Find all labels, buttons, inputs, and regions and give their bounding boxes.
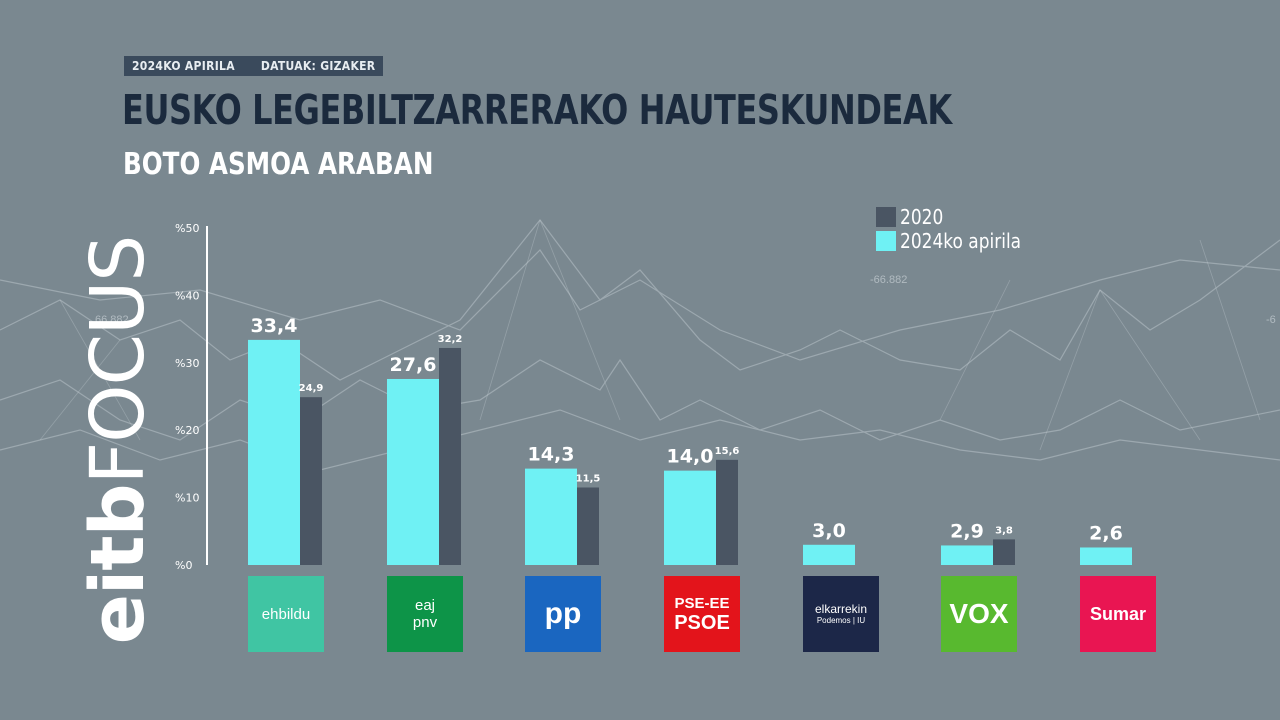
logo-text: Sumar xyxy=(1089,604,1147,624)
vox-logo: VOX xyxy=(941,576,1017,652)
sumar-logo: Sumar xyxy=(1080,576,1156,652)
bg-ticker-1: 66.882 xyxy=(95,314,129,326)
bar-2020-vox xyxy=(993,539,1015,565)
logo-text: ehbildu xyxy=(261,605,311,623)
y-tick-label: %50 xyxy=(175,222,199,235)
bar-2024-vox xyxy=(941,545,993,565)
value-label-2020-eaj-pnv: 32,2 xyxy=(438,334,463,345)
logo-text: pp xyxy=(544,597,582,630)
legend-label-2020: 2020 xyxy=(900,205,944,229)
logo-text: Podemos | IU xyxy=(816,616,866,625)
legend-swatch-2024 xyxy=(876,231,896,251)
ehbildu-logo: ehbildu xyxy=(248,576,324,652)
bar-2020-ehbildu xyxy=(300,397,322,565)
logo-text: PSOE xyxy=(674,611,730,634)
eaj-pnv-logo: eaj pnv xyxy=(387,576,463,652)
logo-text: eaj xyxy=(414,597,436,614)
date-tag: 2024KO APIRILA xyxy=(132,59,235,73)
bar-2020-eaj-pnv xyxy=(439,347,461,565)
bar-2024-ehbildu xyxy=(248,339,300,565)
y-tick-label: %30 xyxy=(175,357,199,370)
y-tick-label: %10 xyxy=(175,492,199,505)
bar-2024-eaj-pnv xyxy=(387,378,439,565)
bar-2024-sumar xyxy=(1080,547,1132,565)
logo-text: VOX xyxy=(949,598,1009,629)
y-tick-label: %40 xyxy=(175,289,199,302)
elkarrekin-podemos-logo: elkarrekin Podemos | IU xyxy=(803,576,879,652)
value-label-2024-pp: 14,3 xyxy=(528,444,575,466)
value-label-2020-ehbildu: 24,9 xyxy=(299,383,324,394)
bar-2024-pp xyxy=(525,468,577,565)
bar-2020-pse-ee-psoe xyxy=(716,459,738,565)
value-label-2024-elkarrekin-podemos: 3,0 xyxy=(812,520,846,542)
bar-2024-elkarrekin-podemos xyxy=(803,544,855,565)
value-label-2024-vox: 2,9 xyxy=(950,520,984,542)
pse-psoe-logo: PSE-EE PSOE xyxy=(664,576,740,652)
logo-text: PSE-EE xyxy=(674,594,730,612)
info-tag: 2024KO APIRILA DATUAK: GIZAKER xyxy=(124,56,384,76)
bar-2020-pp xyxy=(577,487,599,565)
y-tick-label: %20 xyxy=(175,424,199,437)
legend-item-2024: 2024ko apirila xyxy=(876,229,1042,253)
value-label-2020-pp: 11,5 xyxy=(576,473,601,484)
chart-legend: 2020 2024ko apirila xyxy=(876,205,1042,253)
value-label-2024-pse-ee-psoe: 14,0 xyxy=(667,446,714,468)
bar-2024-pse-ee-psoe xyxy=(664,470,716,565)
value-label-2020-vox: 3,8 xyxy=(995,525,1013,536)
value-label-2020-pse-ee-psoe: 15,6 xyxy=(715,446,740,457)
bg-ticker-3: -6 xyxy=(1266,314,1276,326)
pp-logo: pp xyxy=(525,576,601,652)
logo-text: pnv xyxy=(412,614,438,631)
legend-swatch-2020 xyxy=(876,207,896,227)
value-label-2024-eaj-pnv: 27,6 xyxy=(390,354,437,376)
legend-label-2024: 2024ko apirila xyxy=(900,229,1022,253)
logo-text: elkarrekin xyxy=(814,602,868,616)
y-tick-label: %0 xyxy=(175,559,192,572)
source-tag: DATUAK: GIZAKER xyxy=(260,59,376,73)
value-label-2024-sumar: 2,6 xyxy=(1089,522,1123,544)
page-title: EUSKO LEGEBILTZARRERAKO HAUTESKUNDEAK xyxy=(122,86,952,134)
value-label-2024-ehbildu: 33,4 xyxy=(251,315,298,337)
page-subtitle: BOTO ASMOA ARABAN xyxy=(123,147,434,182)
legend-item-2020: 2020 xyxy=(876,205,1042,229)
bg-ticker-2: -66.882 xyxy=(870,274,907,286)
